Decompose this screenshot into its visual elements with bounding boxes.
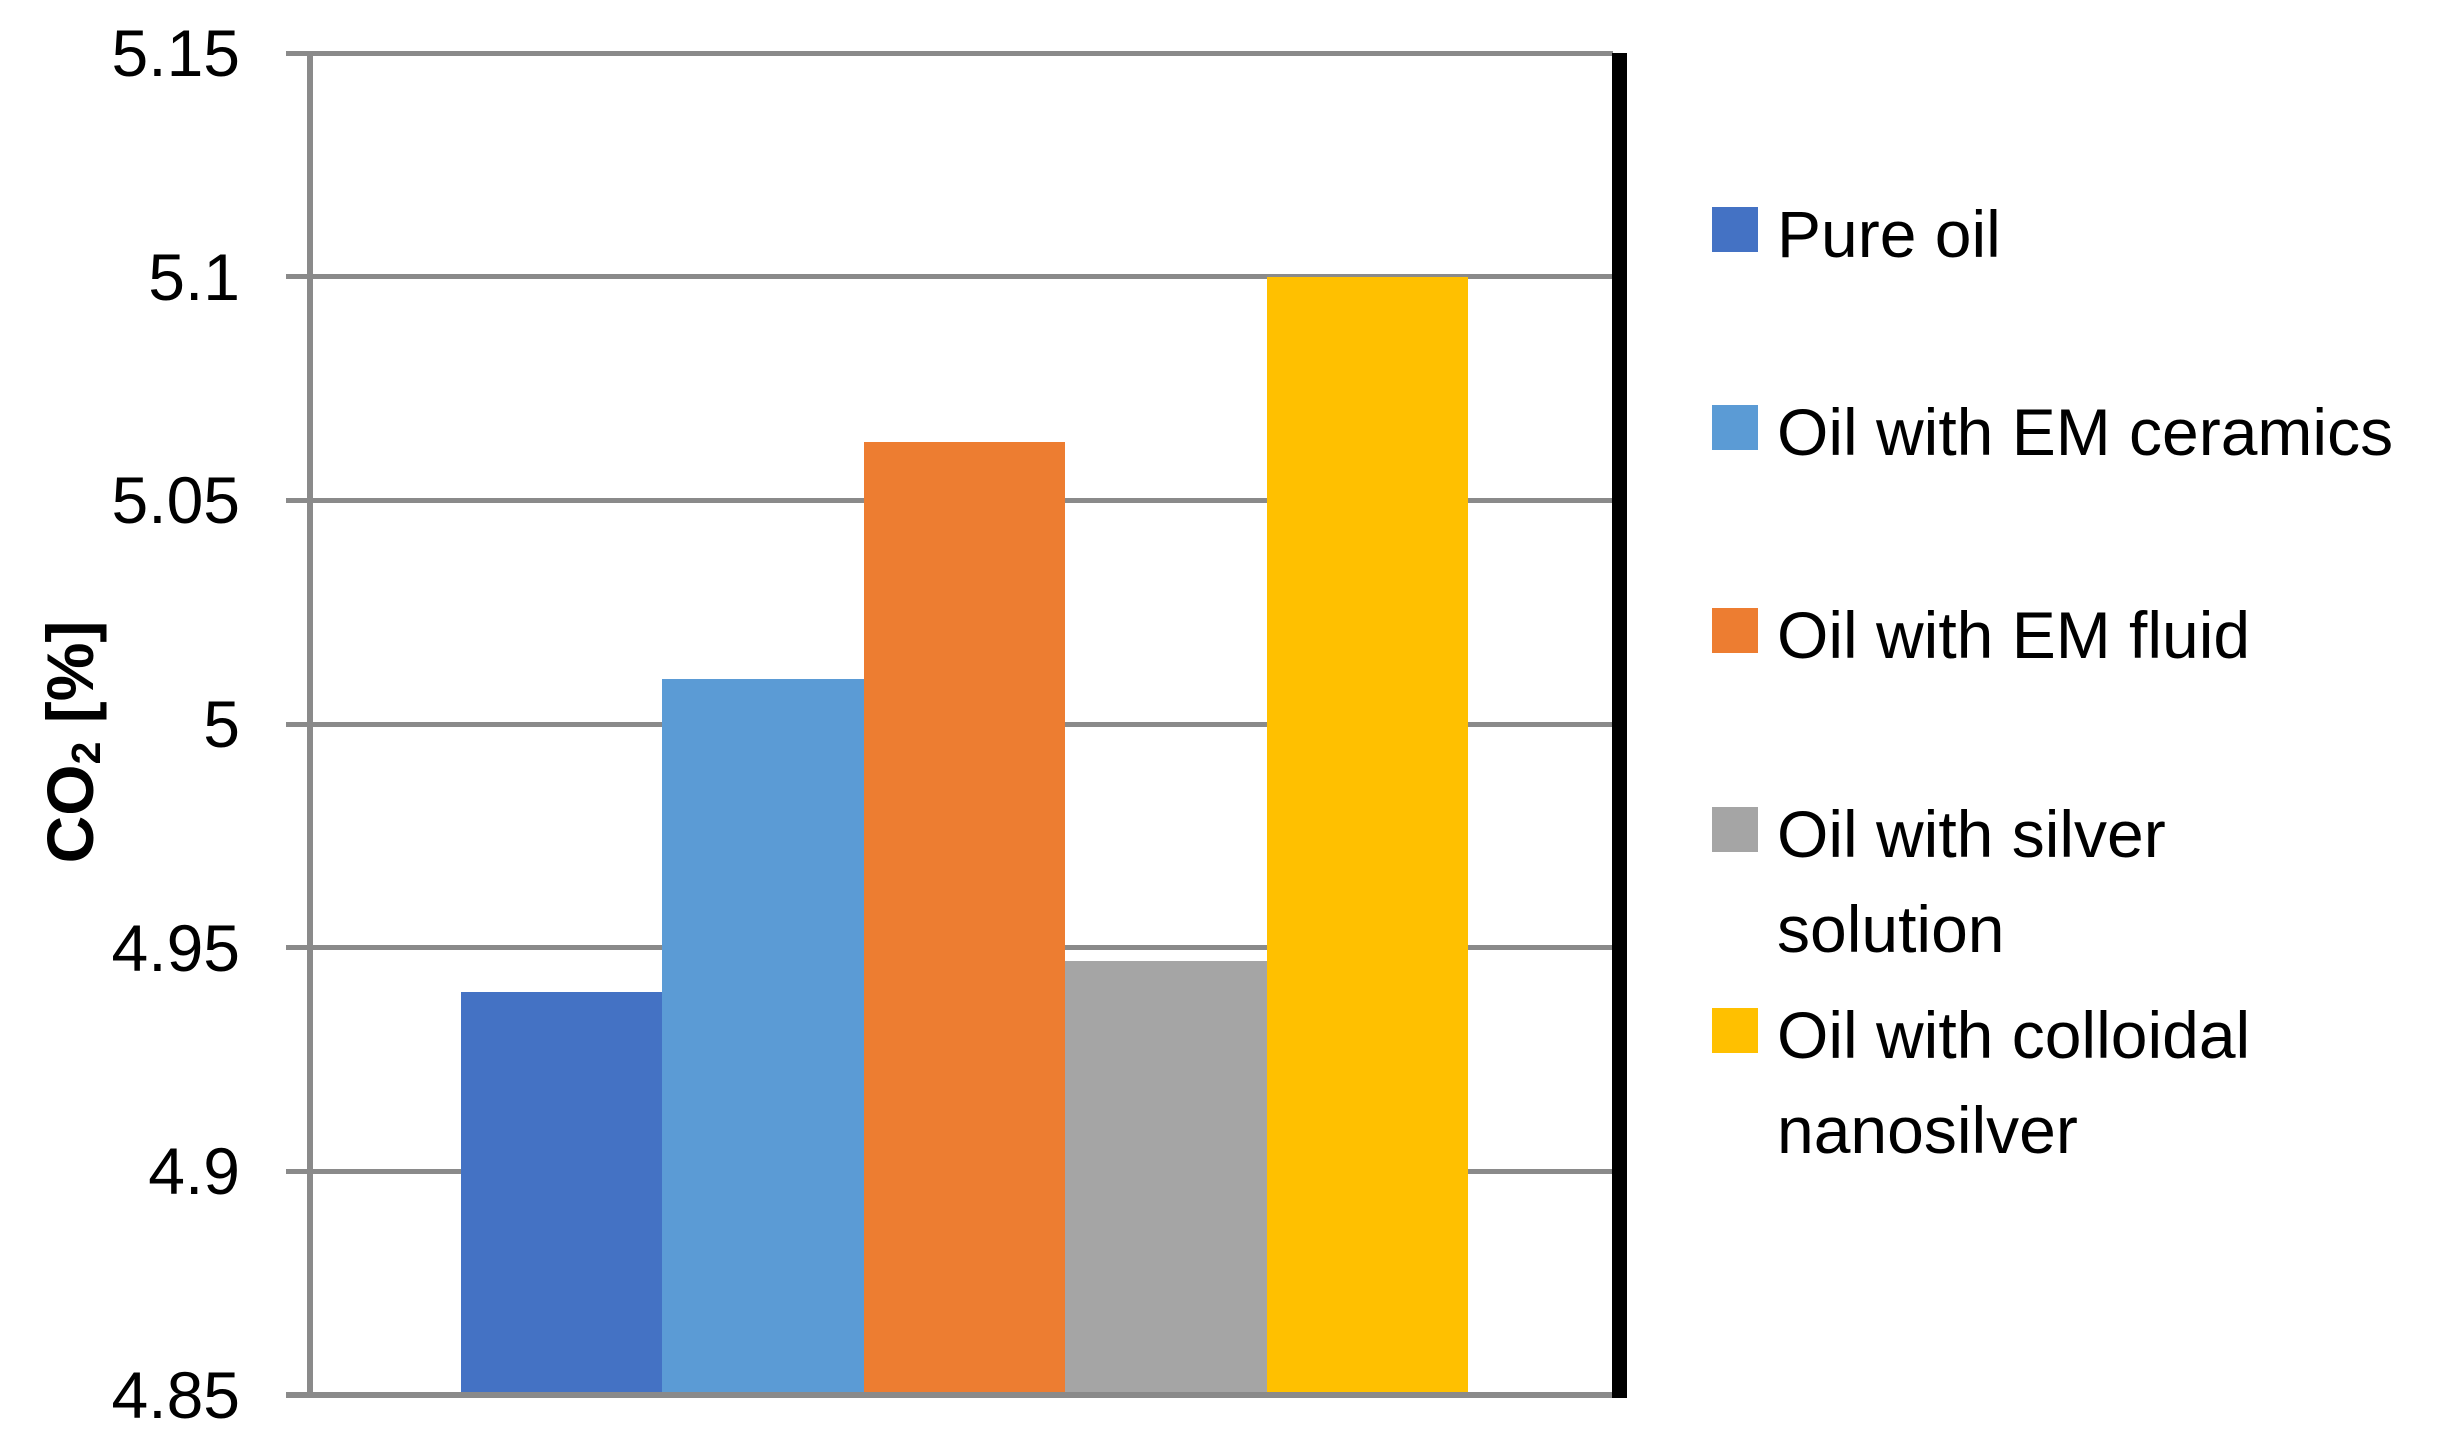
legend-label-oil-with-em-ceramics: Oil with EM ceramics (1777, 395, 2394, 469)
legend-swatch-oil-with-colloidal-nanosilver (1712, 1008, 1758, 1053)
bar-oil-with-em-ceramics (662, 679, 864, 1395)
legend-label-oil-with-em-fluid: Oil with EM fluid (1777, 598, 2251, 672)
legend-item-oil-with-em-ceramics: Oil with EM ceramics (1712, 385, 2393, 480)
y-axis-title-main: CO (33, 764, 107, 864)
legend-item-pure-oil: Pure oil (1712, 187, 2001, 282)
y-tick-label-4.85: 4.85 (111, 1358, 240, 1432)
y-tick-5.1 (286, 274, 310, 280)
y-axis-title: CO2 [%] (32, 620, 110, 864)
legend-label-pure-oil: Pure oil (1777, 197, 2001, 271)
bar-oil-with-silver-solution (1065, 961, 1267, 1395)
gridline-5.15 (310, 50, 1613, 56)
legend-item-oil-with-silver-solution: Oil with silver solution (1712, 787, 2166, 977)
y-tick-5 (286, 721, 310, 727)
x-axis-line (286, 1392, 1620, 1398)
y-tick-5.05 (286, 497, 310, 503)
bar-pure-oil (461, 992, 663, 1395)
bar-oil-with-em-fluid (863, 442, 1066, 1395)
y-tick-label-5.15: 5.15 (111, 16, 240, 90)
y-axis-line (307, 53, 313, 1398)
y-tick-4.95 (286, 945, 310, 951)
legend-label-oil-with-colloidal-nanosilver: Oil with colloidal nanosilver (1777, 998, 2251, 1167)
legend-swatch-oil-with-em-ceramics (1712, 405, 1758, 450)
legend-item-oil-with-colloidal-nanosilver: Oil with colloidal nanosilver (1712, 988, 2250, 1178)
y-tick-4.9 (286, 1168, 310, 1174)
y-tick-label-4.95: 4.95 (111, 910, 240, 985)
y-tick-label-5.05: 5.05 (111, 463, 240, 538)
bar-oil-with-colloidal-nanosilver (1266, 276, 1468, 1395)
gridline-5.1 (310, 274, 1613, 280)
legend-item-oil-with-em-fluid: Oil with EM fluid (1712, 588, 2250, 683)
legend-swatch-oil-with-silver-solution (1712, 807, 1758, 852)
legend-label-oil-with-silver-solution: Oil with silver solution (1777, 797, 2166, 966)
y-tick-label-4.9: 4.9 (148, 1134, 240, 1209)
y-axis-title-subscript: 2 (63, 741, 110, 765)
y-tick-5.15 (286, 50, 310, 56)
plot-right-border (1612, 53, 1627, 1398)
y-tick-label-5.1: 5.1 (148, 239, 240, 314)
legend: Pure oil Oil with EM ceramics Oil with EM … (1712, 0, 2440, 1454)
legend-swatch-pure-oil (1712, 207, 1758, 252)
y-tick-label-5: 5 (203, 687, 240, 761)
legend-swatch-oil-with-em-fluid (1712, 608, 1758, 653)
y-axis-title-unit: [%] (33, 620, 107, 742)
